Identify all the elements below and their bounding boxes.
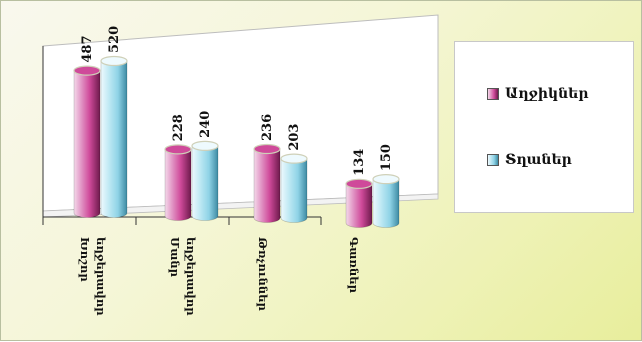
- value-label-2-1: 520: [107, 26, 122, 53]
- bar-body-1-4: [345, 183, 373, 228]
- bar-cap-2-4: [372, 174, 400, 185]
- value-label-1-3: 236: [260, 114, 275, 141]
- value-label-2-2: 240: [198, 111, 213, 138]
- plot-area: [42, 14, 439, 225]
- legend-item-series-1: Աղջիկներ: [487, 86, 589, 102]
- bar-body-1-3: [253, 148, 281, 223]
- bar-2-4: [372, 174, 400, 228]
- bar-body-2-3: [280, 158, 308, 223]
- bar-body-1-2: [164, 149, 192, 221]
- value-label-2-4: 150: [379, 144, 394, 171]
- legend-label-series-1: Աղջիկներ: [505, 86, 589, 102]
- category-label-3: Թռչուններ: [256, 237, 270, 311]
- value-label-1-4: 134: [352, 149, 367, 176]
- bar-body-2-2: [191, 145, 219, 221]
- bar-cap-1-1: [73, 65, 101, 76]
- legend-swatch-series-1: [487, 88, 499, 100]
- bar-1-3: [253, 143, 281, 223]
- bar-body-2-4: [372, 178, 400, 228]
- bar-body-1-1: [73, 70, 101, 218]
- bar-2-1: [100, 55, 128, 218]
- bars-layer: [73, 55, 400, 228]
- category-label-4: Գառներ: [347, 237, 361, 294]
- value-label-1-2: 228: [171, 114, 186, 141]
- legend: Աղջիկներ Տղաներ: [454, 41, 634, 213]
- bar-cap-2-1: [100, 55, 128, 67]
- bar-body-2-1: [100, 60, 128, 218]
- category-label-2-line-1: Մանր: [168, 237, 182, 278]
- legend-item-series-2: Տղաներ: [487, 152, 572, 168]
- legend-swatch-series-2: [487, 154, 499, 166]
- bar-2-2: [191, 140, 219, 221]
- category-labels-layer: Խոշոր եղջերավոր Մանր եղջերավոր Թռչուններ Գառն…: [78, 237, 361, 316]
- bar-2-3: [280, 153, 308, 223]
- category-label-1-line-2: եղջերավոր: [94, 237, 108, 316]
- bar-cap-2-2: [191, 140, 219, 151]
- bar-1-4: [345, 178, 373, 228]
- bar-cap-1-2: [164, 144, 192, 155]
- bar-cap-2-3: [280, 153, 308, 164]
- category-label-2-line-2: եղջերավոր: [184, 237, 198, 316]
- bar-1-2: [164, 144, 192, 221]
- bar-cap-1-3: [253, 143, 281, 155]
- value-labels-layer: 487 520 228 240 236 203 134 150: [80, 26, 394, 176]
- value-label-1-1: 487: [80, 36, 95, 63]
- bar-cap-1-4: [345, 178, 373, 189]
- value-label-2-3: 203: [287, 124, 302, 151]
- legend-label-series-2: Տղաներ: [505, 152, 572, 168]
- category-label-1-line-1: Խոշոր: [78, 237, 92, 282]
- bar-1-1: [73, 65, 101, 218]
